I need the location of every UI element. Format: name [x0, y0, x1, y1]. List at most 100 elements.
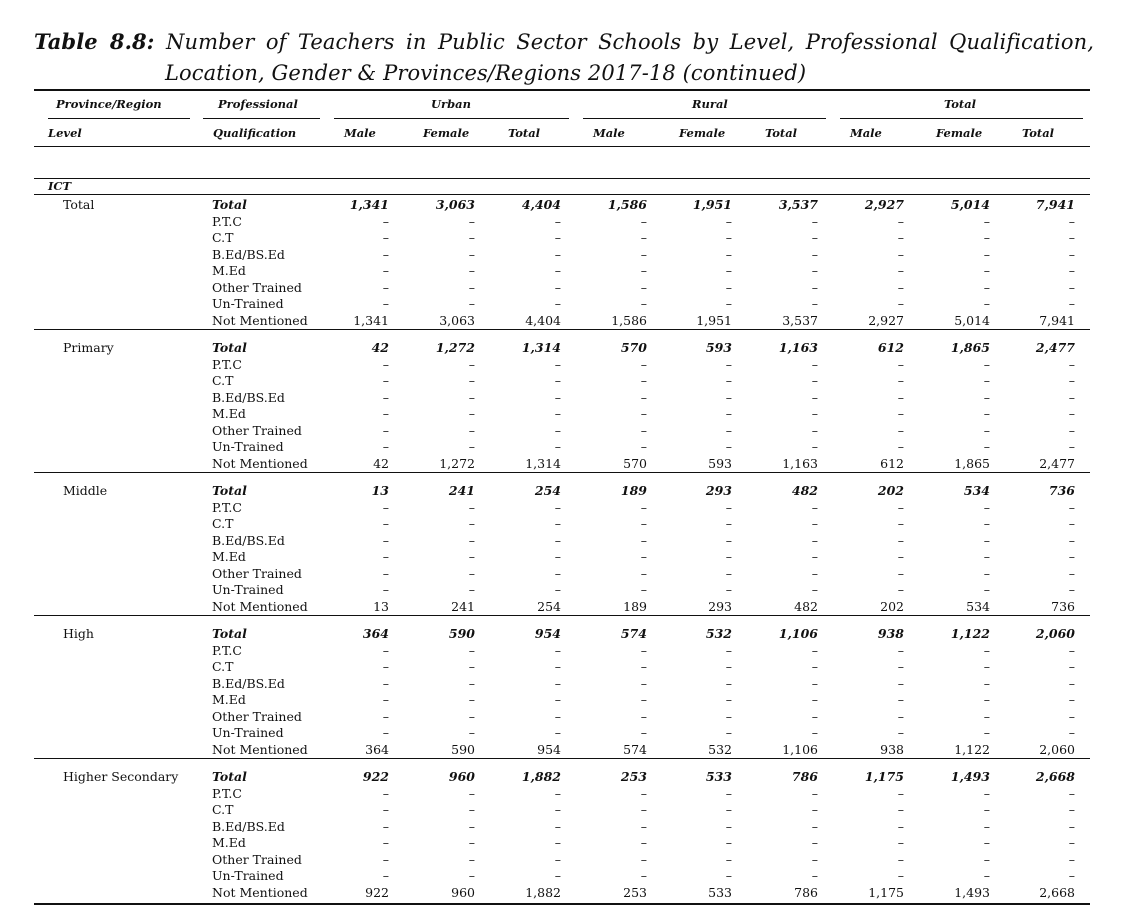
cell-total-male: 2,927 [868, 312, 904, 328]
cell-total-male: – [897, 230, 904, 245]
cell-rural-female: – [725, 230, 732, 245]
cell-rural-total: 482 [794, 598, 818, 614]
table-row: Other Trained – – – – – – – – – [34, 280, 1090, 297]
caption-label: Table 8.8: [34, 29, 155, 54]
cell-rural-female: – [725, 725, 732, 740]
cell-urban-female: – [468, 785, 475, 801]
cell-rural-total: – [811, 422, 818, 438]
cell-total-total: – [1068, 422, 1075, 438]
cell-rural-female: – [725, 818, 732, 834]
cell-total-total: – [1068, 246, 1075, 262]
cell-urban-female: – [468, 406, 475, 421]
cell-urban-total: – [554, 582, 561, 597]
cell-total-male: – [897, 851, 904, 867]
cell-urban-female: 590 [451, 741, 475, 757]
cell-total-male: – [897, 549, 904, 564]
cell-urban-female: – [468, 659, 475, 674]
cell-total-male: – [897, 406, 904, 421]
header-qualification: Qualification [213, 126, 297, 140]
cell-rural-total: 786 [791, 769, 818, 784]
cell-rural-total: 1,163 [782, 455, 818, 471]
header-urban-total: Total [508, 126, 541, 140]
cell-total-total: 736 [1048, 483, 1075, 498]
cell-urban-total: – [554, 549, 561, 564]
cell-urban-total: – [554, 725, 561, 740]
cell-total-female: 534 [963, 483, 990, 498]
cell-total-male: – [897, 565, 904, 581]
cell-urban-total: 4,404 [525, 312, 561, 328]
cell-urban-total: 954 [537, 741, 561, 757]
cell-rural-male: – [640, 851, 647, 867]
header-province-region: Province/Region [56, 97, 162, 111]
cell-rural-female: 533 [705, 769, 732, 784]
cell-total-female: 1,493 [954, 884, 990, 900]
cell-rural-male: – [640, 835, 647, 850]
cell-total-male: – [897, 818, 904, 834]
cell-total-total: 2,668 [1035, 769, 1075, 784]
cell-rural-male: – [640, 582, 647, 597]
cell-urban-female: – [468, 692, 475, 707]
cell-rural-female: – [725, 642, 732, 658]
qualification-cell: C.T [212, 230, 234, 245]
qualification-cell: Other Trained [212, 279, 302, 295]
cell-total-female: 534 [966, 598, 990, 614]
cell-urban-total: – [554, 406, 561, 421]
cell-rural-female: – [725, 516, 732, 531]
table-row: Total 364 590 954 574 532 1,106 938 1,122 2,060 [34, 626, 1090, 643]
cell-urban-male: – [382, 532, 389, 548]
cell-rural-total: – [811, 565, 818, 581]
cell-rural-female: – [725, 851, 732, 867]
cell-rural-male: – [640, 868, 647, 883]
cell-total-female: – [983, 246, 990, 262]
cell-urban-total: – [554, 835, 561, 850]
cell-total-male: – [897, 213, 904, 229]
cell-rural-male: – [640, 675, 647, 691]
level-name: Higher Secondary [63, 769, 179, 784]
cell-urban-total: 254 [537, 598, 561, 614]
cell-total-female: – [983, 356, 990, 372]
cell-total-total: 736 [1051, 598, 1075, 614]
qualification-cell: P.T.C [212, 642, 242, 658]
header-rural-female: Female [679, 126, 726, 140]
table-row: B.Ed/BS.Ed – – – – – – – – – [34, 676, 1090, 693]
table-row: C.T – – – – – – – – – [34, 802, 1090, 819]
cell-urban-male: – [382, 263, 389, 278]
cell-rural-total: 786 [794, 884, 818, 900]
cell-total-male: – [897, 708, 904, 724]
cell-rural-total: – [811, 582, 818, 597]
cell-urban-female: – [468, 356, 475, 372]
header-rural-male: Male [593, 126, 625, 140]
cell-urban-male: – [382, 582, 389, 597]
cell-rural-total: – [811, 835, 818, 850]
qualification-cell: Total [212, 483, 247, 498]
cell-urban-female: 241 [451, 598, 475, 614]
cell-urban-total: – [554, 565, 561, 581]
table-row: C.T – – – – – – – – – [34, 516, 1090, 533]
cell-rural-male: – [640, 659, 647, 674]
cell-rural-male: – [640, 389, 647, 405]
cell-total-female: – [983, 868, 990, 883]
cell-total-female: – [983, 659, 990, 674]
cell-rural-total: – [811, 296, 818, 311]
table-row: Not Mentioned 1,341 3,063 4,404 1,586 1,951 3,… [34, 313, 1090, 330]
cell-total-total: – [1068, 356, 1075, 372]
cell-total-total: – [1068, 675, 1075, 691]
cell-urban-female: – [468, 675, 475, 691]
cell-rural-male: 1,586 [611, 312, 647, 328]
cell-urban-male: – [382, 802, 389, 817]
table-row: Total 1,341 3,063 4,404 1,586 1,951 3,537 2,927… [34, 197, 1090, 214]
qualification-cell: Not Mentioned [212, 455, 308, 471]
cell-urban-female: – [468, 263, 475, 278]
cell-rural-male: – [640, 549, 647, 564]
cell-total-female: 5,014 [954, 312, 990, 328]
table-row: P.T.C – – – – – – – – – [34, 643, 1090, 660]
cell-rural-male: – [640, 213, 647, 229]
cell-rural-male: 570 [620, 340, 647, 355]
cell-total-total: – [1068, 439, 1075, 454]
cell-rural-male: – [640, 499, 647, 515]
cell-rural-female: – [725, 802, 732, 817]
cell-total-total: – [1068, 642, 1075, 658]
table-row: Un-Trained – – – – – – – – – [34, 582, 1090, 599]
level-name: Total [63, 197, 95, 212]
level-group: Primary Total 42 1,272 1,314 570 593 1,163 612 1,… [34, 329, 1090, 472]
